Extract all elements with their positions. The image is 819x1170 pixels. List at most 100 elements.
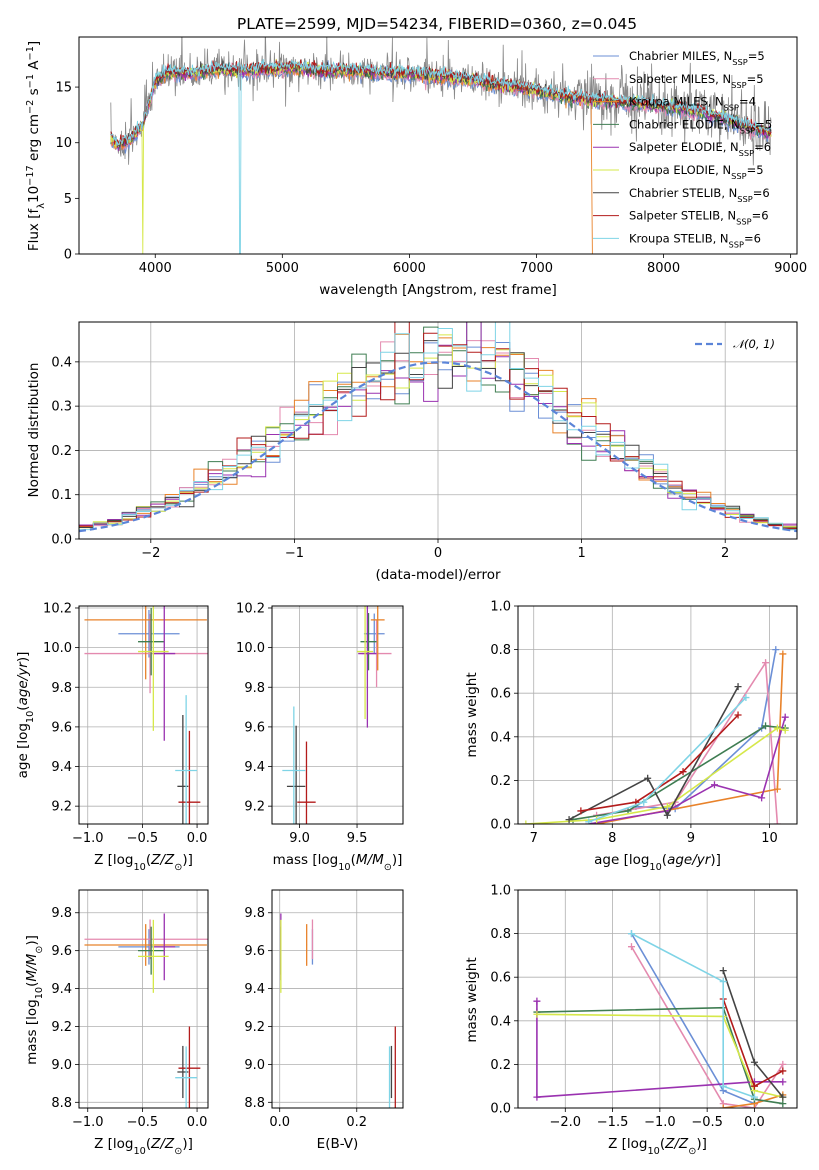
weight-marker [781,713,789,721]
legend-label: Chabrier MILES, NSSP=5 [629,49,765,67]
axes-age_vs_Z: −1.0 −0.5 0.0 9.2 9.4 9.6 9.8 10.0 10.2 Z [log10(… [15,601,209,873]
weight-marker [734,683,742,691]
point-kroupa-elodie [357,606,374,719]
axes-frame [78,605,209,825]
y-axis-label: age [log10(age/yr)] [15,652,36,779]
histogram-chabrier-elodie [79,322,797,531]
x-tick-label: 8 [608,831,616,846]
y-tick-label: 8.8 [244,1096,265,1111]
point-chabrier-elodie [138,926,165,975]
point-salpeter-stelib [394,1026,396,1108]
weight-marker [644,774,652,782]
y-tick-label: 0.3 [51,400,72,415]
histogram-kroupa-stelib [79,322,797,531]
weight-line-kroupa-stelib [631,932,755,1098]
weight-marker [762,722,770,730]
x-tick-label: −0.5 [691,1115,723,1130]
weight-line-salpeter-stelib [722,998,784,1088]
y-tick-label: 9.8 [51,681,72,696]
y-tick-label: 0.0 [490,1102,511,1117]
axes-massweight_vs_Z: −2.0 −1.5 −1.0 −0.5 0.0 0.0 0.2 0.4 0.6 0.8 1.0 Z [… [464,884,798,1157]
weight-line-kroupa-elodie [536,1013,783,1098]
point-kroupa-stelib [175,695,198,824]
weight-marker [742,694,750,702]
x-tick-label: −1.0 [644,1115,676,1130]
weight-marker [585,818,593,824]
normal-curve [79,361,797,533]
plot-area [282,606,392,824]
weight-marker [533,1093,541,1101]
x-tick-label: 0.0 [187,1115,208,1130]
plot-area [110,37,772,254]
weight-line-chabrier-stelib [568,686,739,821]
point-salpeter-miles [84,613,208,694]
point-chabrier-stelib [390,1045,393,1099]
y-tick-label: 0 [64,248,72,263]
axes-frame [78,36,798,255]
x-tick-label: 8000 [647,261,680,276]
weight-marker [781,726,789,734]
weight-marker [762,659,770,667]
y-tick-label: 10.0 [43,641,72,656]
x-tick-label: 7000 [520,261,553,276]
y-tick-label: 9.2 [51,1020,72,1035]
y-tick-label: 0.4 [490,1014,511,1029]
x-tick-label: 9.0 [289,831,310,846]
x-tick-label: 10 [761,831,778,846]
x-tick-label: 9.5 [347,831,368,846]
point-kroupa-stelib [282,706,306,824]
x-axis-label: wavelength [Angstrom, rest frame] [319,282,557,298]
x-tick-label: 0.2 [346,1115,367,1130]
weight-marker [719,967,727,975]
x-tick-label: 9 [687,831,695,846]
x-tick-label: 4000 [139,261,172,276]
weight-line-chabrier-elodie [572,725,786,821]
x-tick-label: 0.0 [269,1115,290,1130]
plot-area [533,930,787,1108]
y-tick-label: 0.0 [51,533,72,548]
y-tick-label: 15 [55,81,72,96]
x-tick-label: −0.5 [127,1115,159,1130]
weight-marker [533,1010,541,1018]
x-tick-label: −0.5 [127,831,159,846]
point-salpeter-elodie [153,913,176,981]
chart-title: PLATE=2599, MJD=54234, FIBERID=0360, z=0… [237,15,637,33]
y-tick-label: 0.2 [490,774,511,789]
legend-label: 𝒩(0, 1) [733,337,775,351]
weight-marker [663,803,671,811]
y-tick-label: 9.8 [244,681,265,696]
axes-frame [271,605,404,825]
y-tick-label: 1.0 [490,884,511,899]
point-kroupa-elodie [138,606,169,731]
y-tick-label: 1.0 [490,600,511,615]
x-tick-label: 0.0 [187,831,208,846]
y-tick-label: 0.0 [490,818,511,833]
x-axis-label: Z [log10(Z/Z⊙)] [608,1136,707,1157]
y-tick-label: 5 [64,192,72,207]
x-axis-label: Z [log10(Z/Z⊙)] [94,852,193,873]
y-tick-label: 0.4 [490,730,511,745]
y-tick-label: 9.4 [51,760,72,775]
weight-marker [772,646,780,654]
point-kroupa-miles [306,924,308,966]
weight-marker [779,1060,787,1068]
y-tick-label: 9.0 [51,1058,72,1073]
y-tick-label: 10 [55,136,72,151]
y-tick-label: 0.8 [490,927,511,942]
weight-marker [779,1100,787,1108]
weight-line-chabrier-miles [635,649,777,810]
y-tick-label: 9.8 [51,906,72,921]
x-tick-label: −1 [285,546,304,561]
y-tick-label: 9.6 [51,944,72,959]
weight-marker [627,943,635,951]
y-tick-label: 8.8 [51,1096,72,1111]
model-salpeter-stelib [110,59,772,146]
axes-frame [78,889,209,1109]
axes-massweight_vs_age: 7 8 9 10 0.0 0.2 0.4 0.6 0.8 1.0 age [log10(age/yr… [464,600,798,873]
x-axis-label: (data-model)/error [375,567,501,583]
y-tick-label: 9.6 [244,944,265,959]
weight-marker [719,1082,727,1090]
weight-marker [773,785,781,793]
plot-area [522,646,789,824]
legend: Chabrier MILES, NSSP=5 Salpeter MILES, NS… [593,49,772,249]
